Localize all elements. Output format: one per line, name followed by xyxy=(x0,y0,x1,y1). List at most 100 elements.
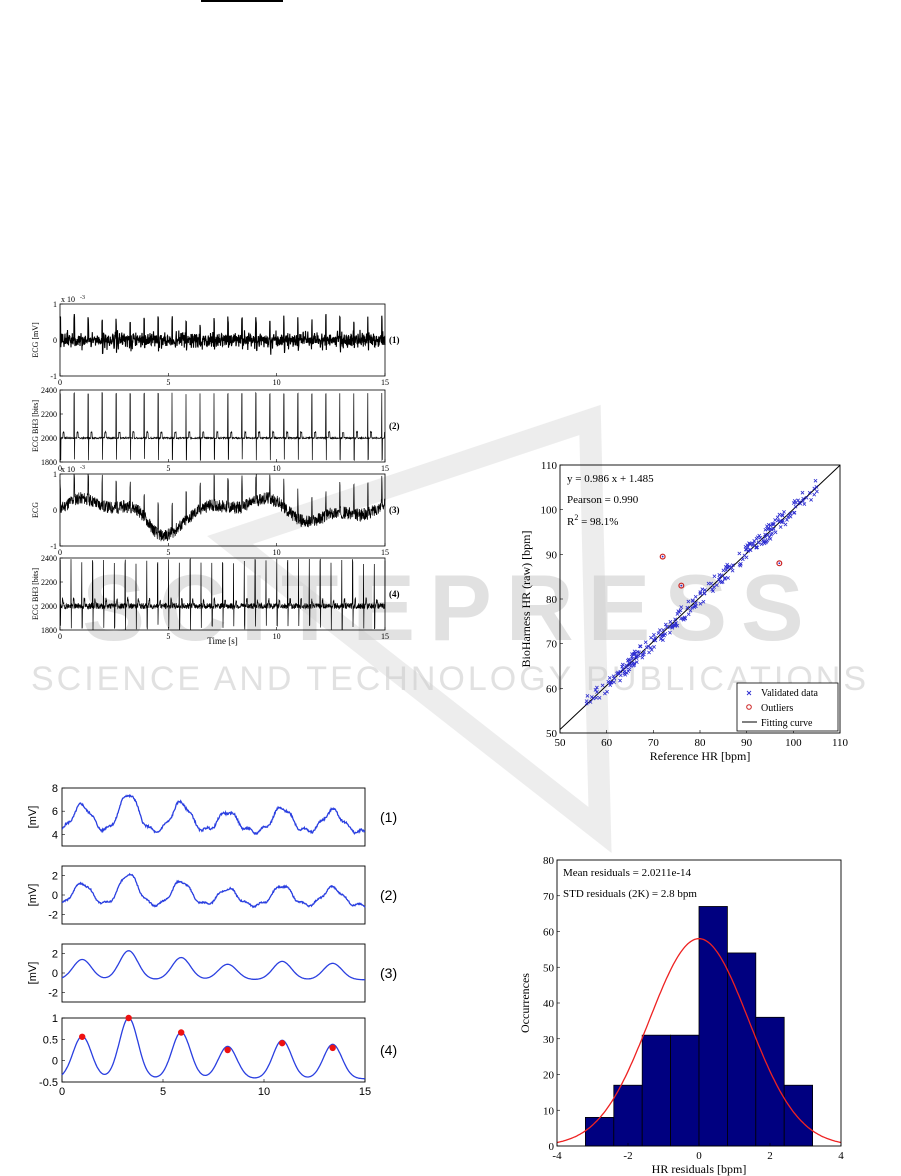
scatter-validated-point xyxy=(807,490,812,495)
scatter-validated-point xyxy=(813,478,818,483)
scatter-xtick-label: 80 xyxy=(695,737,707,749)
ecg-panel-tag: (1) xyxy=(389,335,400,345)
scatter-validated-point xyxy=(763,535,768,540)
scatter-outlier-point xyxy=(776,560,783,567)
hist-annotation-mean: Mean residuals = 2.0211e-14 xyxy=(563,867,691,879)
ecg-ytick-label: 2000 xyxy=(41,434,57,443)
resp-ytick-label: 0 xyxy=(52,968,58,980)
ecg-xtick-label: 0 xyxy=(58,464,62,473)
scatter-validated-point xyxy=(727,564,732,569)
scatter-r2-prefix: R xyxy=(567,516,575,528)
scatter-validated-point xyxy=(709,581,714,586)
hist-xlabel: HR residuals [bpm] xyxy=(652,1162,747,1176)
hist-ytick-label: 50 xyxy=(543,962,555,974)
scatter-xtick-label: 70 xyxy=(648,737,660,749)
scatter-ytick-label: 110 xyxy=(541,460,558,472)
hist-bar xyxy=(755,1016,785,1147)
scatter-validated-point xyxy=(611,674,616,679)
scatter-validated-point xyxy=(642,650,647,654)
scatter-validated-point xyxy=(798,501,803,506)
legend-fit-label: Fitting curve xyxy=(761,718,813,729)
scatter-validated-point xyxy=(649,648,654,652)
hist-bar xyxy=(641,1034,671,1147)
scatter-validated-point xyxy=(664,625,669,629)
scatter-validated-point xyxy=(620,662,625,667)
resp-trace xyxy=(61,1017,365,1080)
ecg-trace xyxy=(59,473,386,542)
scatter-validated-point xyxy=(630,656,635,661)
resp-trace xyxy=(61,794,366,836)
resp-panel-tag: (3) xyxy=(380,965,397,981)
resp-axes-box xyxy=(61,1017,366,1083)
scatter-validated-point xyxy=(731,563,735,568)
scatter-outlier-point xyxy=(678,582,685,589)
hist-ytick-label: 60 xyxy=(543,927,555,939)
scatter-validated-point xyxy=(679,605,684,610)
scatter-fit-line xyxy=(559,464,841,730)
resp-axes-box xyxy=(61,865,366,925)
ecg-ytick-label: 2200 xyxy=(41,410,57,419)
scatter-validated-point xyxy=(622,671,627,676)
ecg-exponent: x 10 xyxy=(61,465,75,474)
legend-outlier-label: Outliers xyxy=(761,703,793,714)
resp-peak-marker xyxy=(224,1046,231,1054)
scatter-validated-point xyxy=(597,695,602,700)
resp-peak-marker xyxy=(79,1033,86,1040)
ecg-ytick-label: -1 xyxy=(50,372,57,381)
scatter-outlier-center xyxy=(680,584,683,587)
ecg-trace xyxy=(59,557,386,631)
hist-ytick-label: 20 xyxy=(543,1070,555,1082)
resp-peak-marker xyxy=(125,1014,132,1022)
ecg-subplot-2: 1800 2000 2200 2400 0 5 10 15 ECG BH3 [bits] (2) xyxy=(31,386,400,473)
legend-outlier-marker xyxy=(746,704,752,710)
scatter-validated-point xyxy=(698,590,703,595)
resp-ylabel: [mV] xyxy=(27,884,39,907)
scatter-r2-power: 2 xyxy=(574,513,578,522)
scatter-validated-point xyxy=(612,676,617,681)
scatter-validated-point xyxy=(618,673,623,678)
scatter-validated-point xyxy=(686,599,691,604)
hist-annotation-std: STD residuals (2K) = 2.8 bpm xyxy=(563,888,697,900)
scatter-validated-point xyxy=(634,660,639,664)
scatter-validated-point xyxy=(779,520,784,525)
scatter-validated-point xyxy=(693,594,698,599)
scatter-ytick-label: 50 xyxy=(546,728,558,740)
ecg-subplot-4: 1800 2000 2200 2400 0 5 10 15 ECG BH3 [bits] (4) xyxy=(31,554,400,641)
scatter-validated-point xyxy=(668,630,672,635)
ecg-ytick-label: 2200 xyxy=(41,578,57,587)
scatter-validated-point xyxy=(658,637,663,641)
resp-xtick-label: 10 xyxy=(258,1086,270,1098)
scatter-ytick-label: 100 xyxy=(541,505,558,517)
scatter-validated-point xyxy=(780,513,785,517)
ecg-ytick-label: 2400 xyxy=(41,386,57,395)
hist-xtick-label: 2 xyxy=(767,1150,773,1162)
scatter-validated-point xyxy=(606,679,611,684)
ecg-ytick-label: 0 xyxy=(53,506,57,515)
scatter-validated-point xyxy=(755,545,760,550)
hist-bar xyxy=(726,952,757,1147)
scatter-validated-point xyxy=(781,518,785,523)
scatter-validated-point xyxy=(730,568,735,573)
scatter-validated-point xyxy=(644,645,649,650)
resp-ytick-label: -2 xyxy=(48,987,58,999)
scatter-validated-point xyxy=(769,532,774,537)
scatter-validated-point xyxy=(800,490,805,495)
scatter-validated-point xyxy=(782,509,786,514)
scatter-validated-point xyxy=(675,612,680,616)
ecg-xtick-label: 0 xyxy=(58,632,62,641)
hist-ytick-label: 0 xyxy=(549,1141,555,1153)
scatter-ytick-label: 80 xyxy=(546,594,558,606)
scatter-validated-point xyxy=(737,562,742,567)
resp-xtick-label: 0 xyxy=(59,1086,65,1098)
hist-xtick-label: -2 xyxy=(623,1150,632,1162)
scatter-validated-point xyxy=(768,527,773,531)
ecg-xtick-label: 0 xyxy=(58,378,62,387)
scatter-validated-point xyxy=(809,497,813,502)
scatter-xtick-label: 100 xyxy=(785,737,802,749)
resp-xtick-label: 5 xyxy=(160,1086,166,1098)
scatter-validated-point xyxy=(725,565,729,570)
scatter-ytick-label: 60 xyxy=(546,683,558,695)
ecg-ytick-label: 1800 xyxy=(41,626,57,635)
scatter-xtick-label: 110 xyxy=(832,737,849,749)
ecg-ytick-label: 1 xyxy=(53,300,57,309)
